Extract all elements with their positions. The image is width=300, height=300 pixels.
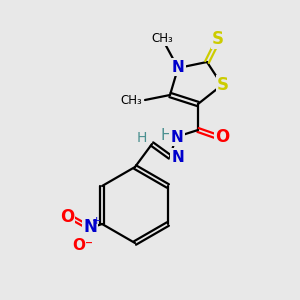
Text: CH₃: CH₃: [120, 94, 142, 106]
Text: O⁻: O⁻: [73, 238, 94, 253]
Text: O: O: [60, 208, 74, 226]
Text: N: N: [171, 130, 183, 145]
Text: O: O: [215, 128, 229, 146]
Text: N: N: [172, 59, 184, 74]
Text: +: +: [91, 216, 101, 226]
Text: H: H: [136, 131, 147, 145]
Text: N: N: [83, 218, 97, 236]
Text: H: H: [160, 128, 172, 142]
Text: S: S: [212, 30, 224, 48]
Text: S: S: [217, 76, 229, 94]
Text: CH₃: CH₃: [151, 32, 173, 46]
Text: N: N: [172, 149, 184, 164]
